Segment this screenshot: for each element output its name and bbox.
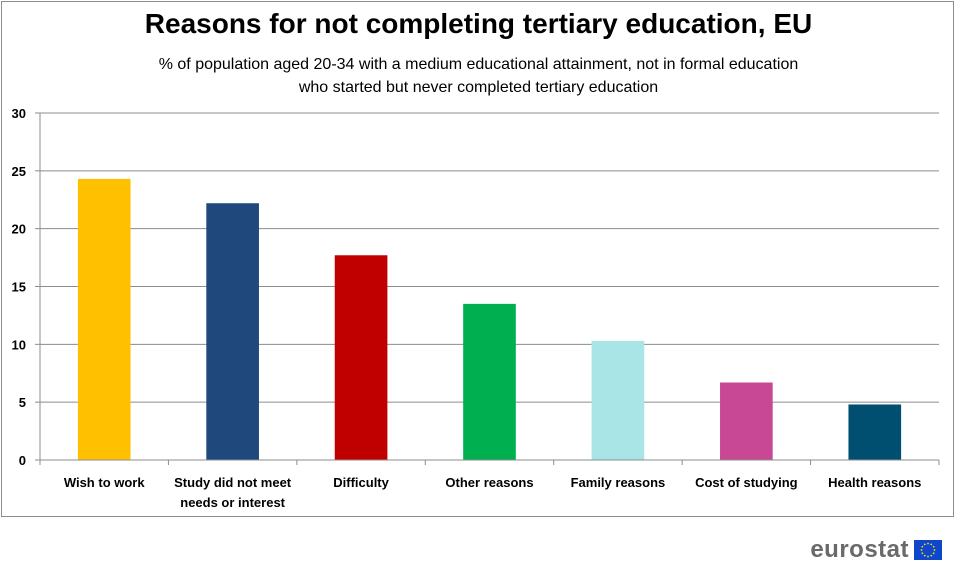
- eurostat-logo: eurostat: [810, 536, 942, 564]
- y-tick-label: 20: [12, 222, 26, 237]
- x-category-label: Cost of studying: [695, 475, 798, 490]
- brand-text: eurostat: [810, 536, 909, 563]
- bar: [206, 203, 259, 460]
- axis-labels: 0 5 10 15 20 25 30 Wish to work Study did not me…: [12, 106, 922, 510]
- bar: [720, 382, 773, 460]
- y-tick-label: 10: [12, 337, 26, 352]
- y-tick-label: 25: [12, 164, 26, 179]
- flag-star: [927, 555, 929, 558]
- chart-subtitle: % of population aged 20-34 with a medium…: [2, 53, 955, 99]
- flag-star: [921, 545, 924, 548]
- flag-star: [933, 549, 936, 551]
- flag-star: [927, 542, 929, 545]
- subtitle-line-1: % of population aged 20-34 with a medium…: [158, 56, 799, 73]
- x-category-label: Wish to work: [64, 475, 146, 490]
- flag-star: [930, 543, 933, 546]
- x-category-label: Family reasons: [571, 475, 666, 490]
- eu-flag-icon: [914, 540, 942, 560]
- gridlines: [40, 112, 939, 403]
- chart-frame: Reasons for not completing tertiary educ…: [1, 1, 954, 517]
- bar: [77, 178, 131, 460]
- flag-star: [923, 554, 926, 557]
- bar-chart: 0 5 10 15 20 25 30 Wish to work Study did not me…: [12, 106, 940, 510]
- x-category-label: Other reasons: [445, 475, 533, 490]
- bar: [591, 340, 645, 460]
- x-category-label: needs or interest: [180, 495, 285, 510]
- bars: [77, 178, 902, 460]
- bar: [334, 255, 388, 460]
- y-tick-label: 30: [12, 106, 26, 121]
- y-tick-label: 0: [19, 453, 26, 468]
- flag-star: [920, 549, 923, 551]
- x-category-label: Difficulty: [333, 475, 389, 490]
- flag-star: [923, 543, 926, 546]
- flag-star: [932, 552, 935, 555]
- flag-star: [930, 554, 933, 557]
- subtitle-line-2: who started but never completed tertiary…: [298, 79, 659, 96]
- chart-title: Reasons for not completing tertiary educ…: [144, 8, 813, 39]
- axes: [35, 112, 940, 465]
- y-tick-label: 5: [19, 395, 26, 410]
- bar: [463, 303, 516, 460]
- x-category-label: Study did not meet: [174, 475, 292, 490]
- flag-star: [921, 552, 924, 555]
- x-category-label: Health reasons: [828, 475, 921, 490]
- y-tick-label: 15: [12, 280, 26, 295]
- flag-star: [932, 545, 935, 548]
- bar: [848, 404, 902, 460]
